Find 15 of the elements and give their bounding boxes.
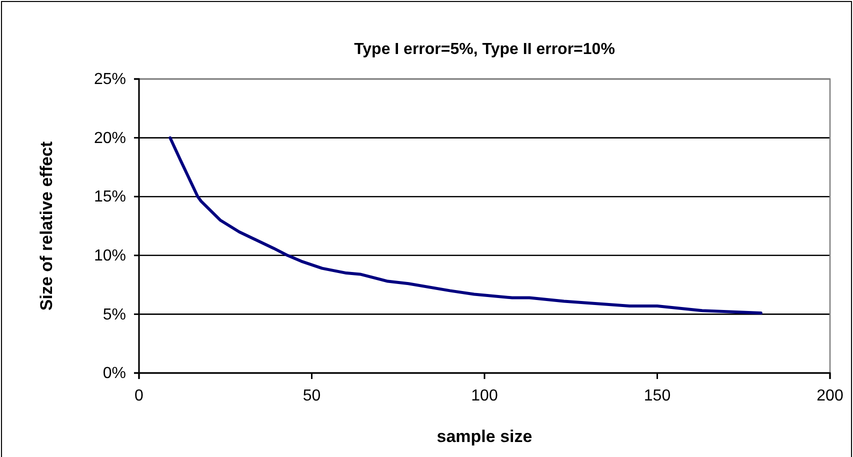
x-tick-label: 150: [644, 387, 671, 404]
y-tick-label: 15%: [94, 188, 126, 206]
x-tick-label: 50: [302, 387, 321, 404]
y-tick-label: 10%: [94, 248, 126, 265]
y-tick-label: 25%: [94, 71, 126, 88]
x-tick-label: 0: [134, 387, 144, 404]
y-tick-label: 0%: [102, 365, 126, 382]
x-axis-title: sample size: [436, 427, 532, 446]
line-series: [168, 136, 762, 315]
chart-title: Type I error=5%, Type II error=10%: [354, 41, 615, 58]
x-tick-label: 200: [816, 387, 844, 404]
y-axis-title: Size of relative effect: [37, 141, 56, 311]
x-tick-label: 100: [471, 387, 498, 404]
y-tick-label: 20%: [94, 130, 126, 147]
y-tick-label: 5%: [102, 306, 126, 324]
